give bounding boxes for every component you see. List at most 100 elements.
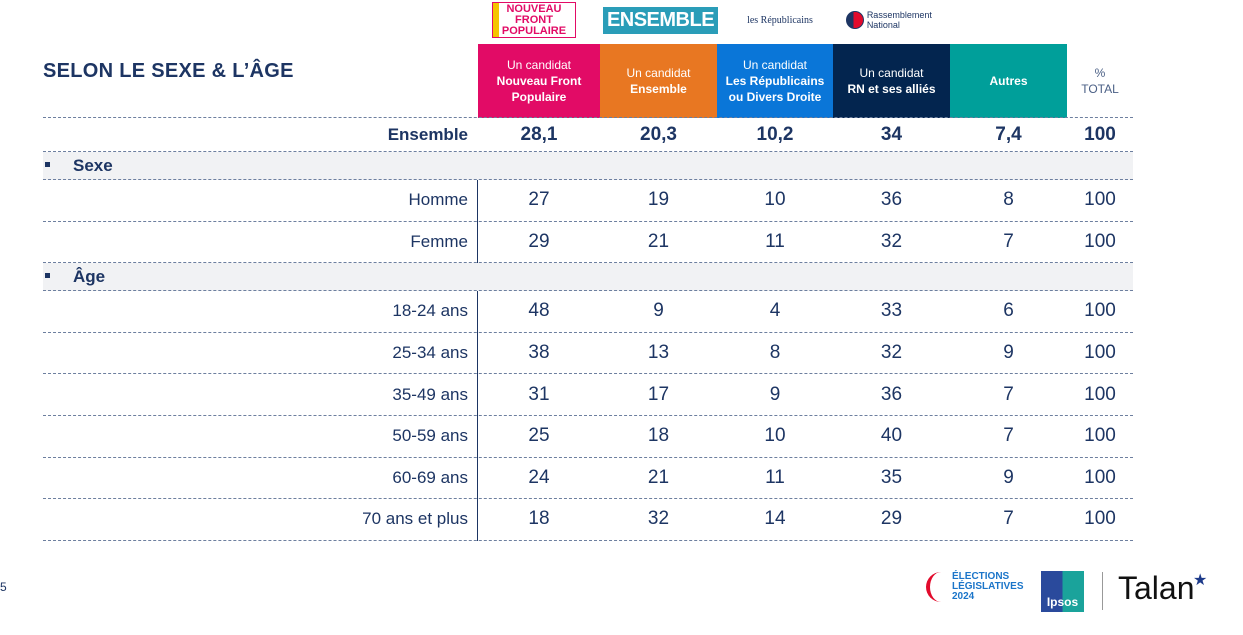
header-party: Ensemble [630,82,687,96]
cell-value: 38 [528,342,550,364]
divider [477,291,478,541]
cell-value: 21 [647,230,670,252]
row-label: 50-59 ans [392,426,468,446]
header-party: Nouveau Front Populaire [496,74,582,104]
row-label: 18-24 ans [392,301,468,321]
cell-value: 29 [880,508,903,530]
cell-value: 13 [647,342,670,364]
table-row: Ensemble 28,1 20,3 10,2 34 7,4 100 [43,118,1133,152]
talan-logo: Talan [1118,570,1195,606]
cell-value: 100 [1084,425,1116,447]
cell-value: 9 [1003,466,1014,488]
cell-value: 100 [1084,123,1116,145]
cell-value: 10 [764,425,786,447]
header-top: Un candidat [742,58,808,72]
cell-value: 33 [880,300,903,322]
star-icon: ★ [1193,572,1208,589]
row-label: 25-34 ans [392,343,468,363]
cell-value: 25 [528,425,550,447]
cell-value: 17 [647,383,670,405]
cell-value: 7 [1003,508,1014,530]
percent-label: % [1094,66,1106,80]
cell-value: 32 [647,508,670,530]
cell-value: 21 [647,466,670,488]
row-label: Femme [410,231,468,251]
cell-value: 11 [765,230,785,252]
cell-value: 31 [528,383,550,405]
row-label: Âge [43,267,468,287]
table-row: 70 ans et plus 18 32 14 29 7 100 [43,499,1133,541]
divider [477,180,478,264]
column-header-0: Un candidat Nouveau Front Populaire [478,44,600,118]
column-header-3: Un candidat RN et ses alliés [833,44,950,118]
row-label: 70 ans et plus [362,509,468,529]
row-label: Sexe [43,156,468,176]
table-row: 60-69 ans 24 21 11 35 9 100 [43,458,1133,500]
rn-logo: Rassemblement National [846,0,936,40]
column-header-1: Un candidat Ensemble [600,44,717,118]
cell-value: 29 [528,230,550,252]
table-row: 25-34 ans 38 13 8 32 9 100 [43,333,1133,375]
cell-value: 100 [1084,466,1116,488]
header-party: RN et ses alliés [847,82,936,96]
row-label: 35-49 ans [392,384,468,404]
cell-value: 7 [1003,230,1014,252]
divider [43,117,1133,118]
column-header-4: Autres [950,44,1067,118]
cell-value: 14 [764,508,786,530]
page-number: 5 [0,580,7,594]
cell-value: 32 [880,230,903,252]
table-row: 18-24 ans 48 9 4 33 6 100 [43,291,1133,333]
cell-value: 7,4 [995,123,1022,145]
cell-value: 34 [880,123,903,145]
elections-logo: ÉLECTIONS LÉGISLATIVES 2024 [926,572,1024,602]
header-top: Un candidat [506,58,572,72]
cell-value: 8 [769,342,781,364]
table-row: Homme 27 19 10 36 8 100 [43,180,1133,222]
cell-value: 100 [1084,342,1116,364]
cell-value: 8 [1003,189,1014,211]
cell-value: 9 [769,383,781,405]
header-top: Un candidat [859,66,924,80]
header-party: Les Républicains ou Divers Droite [725,74,825,104]
table-row: Femme 29 21 11 32 7 100 [43,222,1133,264]
cell-value: 19 [647,189,670,211]
nfp-logo: NOUVEAU FRONT POPULAIRE [491,0,577,40]
table-row: 50-59 ans 25 18 10 40 7 100 [43,416,1133,458]
section-header: Sexe [43,152,1133,180]
row-label: Homme [408,190,468,210]
cell-value: 4 [769,300,781,322]
divider [1102,572,1103,610]
cell-value: 100 [1084,508,1116,530]
table-row: 35-49 ans 31 17 9 36 7 100 [43,374,1133,416]
cell-value: 6 [1003,300,1014,322]
ipsos-logo: Ipsos [1041,571,1084,612]
cell-value: 32 [880,342,903,364]
cell-value: 11 [765,466,785,488]
cell-value: 27 [528,189,550,211]
cell-value: 18 [647,425,670,447]
cell-value: 100 [1084,300,1116,322]
header-top: Un candidat [626,66,691,80]
cell-value: 36 [880,383,903,405]
cell-value: 20,3 [640,123,677,145]
cell-value: 7 [1003,383,1014,405]
header-party: Autres [989,74,1028,88]
cell-value: 24 [528,466,550,488]
row-label: 60-69 ans [392,467,468,487]
section-header: Âge [43,263,1133,292]
cell-value: 10 [764,189,786,211]
cell-value: 10,2 [756,123,794,145]
cell-value: 100 [1084,189,1116,211]
ensemble-logo: ENSEMBLE [602,0,719,40]
cell-value: 100 [1084,230,1116,252]
cell-value: 100 [1084,383,1116,405]
row-label: Ensemble [387,124,468,144]
cell-value: 28,1 [520,123,558,145]
cell-value: 9 [653,300,664,322]
total-label: TOTAL [1081,82,1119,96]
cell-value: 48 [528,300,550,322]
cell-value: 36 [880,189,903,211]
cell-value: 35 [880,466,903,488]
lr-logo: les Républicains [747,14,813,26]
